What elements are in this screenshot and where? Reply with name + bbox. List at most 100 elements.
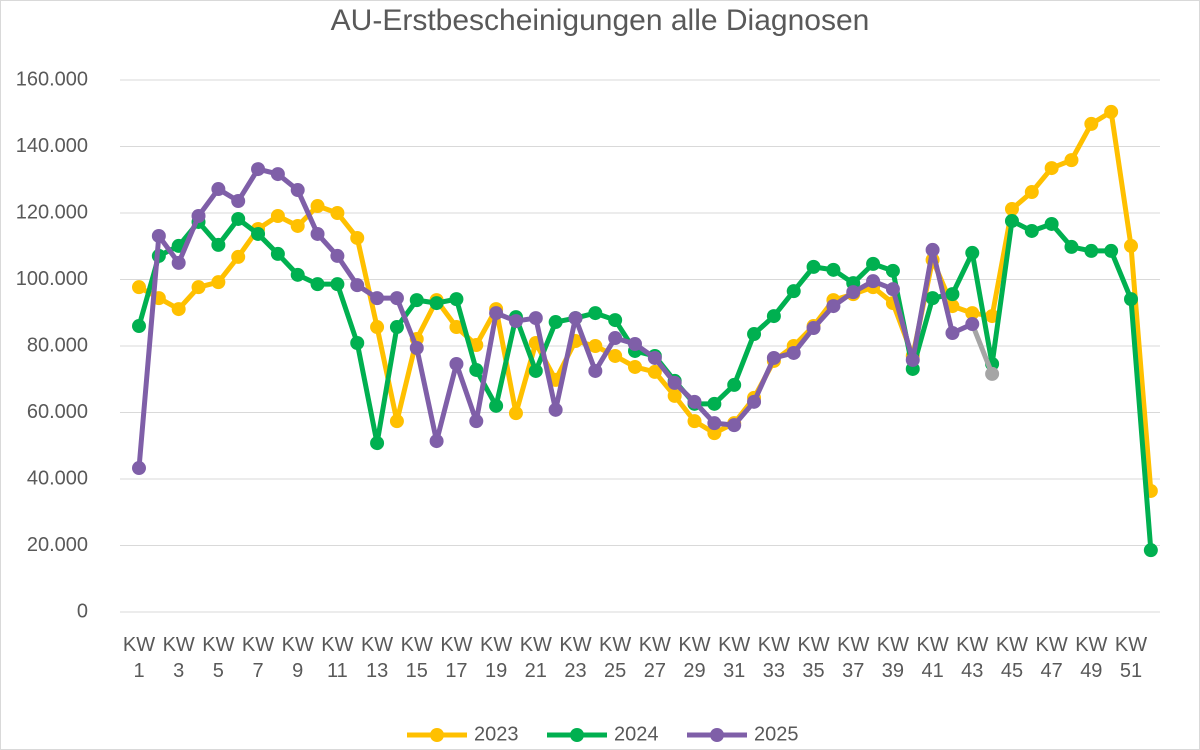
point <box>409 293 424 308</box>
x-tick-label: KW 5 <box>202 634 235 682</box>
point <box>647 350 662 365</box>
point <box>806 259 821 274</box>
point <box>489 398 504 413</box>
x-tick-label: KW 15 <box>400 634 433 682</box>
point <box>687 394 702 409</box>
x-tick-label: KW 33 <box>757 634 790 682</box>
point <box>1024 223 1039 238</box>
point <box>826 299 841 314</box>
point <box>1024 185 1039 200</box>
point <box>469 362 484 377</box>
x-tick-label: KW 47 <box>1035 634 1068 682</box>
point <box>290 183 305 198</box>
point <box>628 337 642 352</box>
point <box>151 228 166 243</box>
point <box>231 194 246 209</box>
point <box>786 345 801 360</box>
point <box>687 414 702 429</box>
point <box>925 242 940 257</box>
x-tick-label: KW 19 <box>480 634 513 682</box>
point <box>370 291 385 306</box>
point <box>1124 292 1138 307</box>
point <box>270 208 285 223</box>
point <box>370 436 385 451</box>
point <box>191 280 206 295</box>
point <box>588 363 603 378</box>
point <box>965 306 980 321</box>
x-tick-label: KW 25 <box>599 634 632 682</box>
point <box>786 284 801 299</box>
point <box>231 249 246 264</box>
point <box>469 414 484 429</box>
point <box>667 375 682 390</box>
point <box>707 426 722 441</box>
point <box>925 291 940 306</box>
point <box>211 182 226 197</box>
point <box>211 237 226 252</box>
point <box>727 418 742 433</box>
y-tick-label: 120.000 <box>16 201 88 223</box>
legend-label: 2024 <box>614 723 659 745</box>
x-tick-label: KW 7 <box>241 634 275 682</box>
point <box>985 366 1000 381</box>
point <box>1064 239 1079 254</box>
point <box>608 331 623 346</box>
x-tick-label: KW 35 <box>797 634 830 682</box>
point <box>211 275 226 290</box>
point <box>290 218 305 233</box>
point <box>628 359 642 374</box>
point <box>171 255 186 270</box>
x-tick-label: KW 17 <box>440 634 473 682</box>
point <box>727 377 742 392</box>
point <box>429 434 444 449</box>
point <box>389 414 404 429</box>
point <box>985 309 1000 324</box>
point <box>310 277 325 292</box>
x-tick-label: KW 27 <box>638 634 671 682</box>
point <box>489 306 504 321</box>
x-tick-label: KW 29 <box>678 634 711 682</box>
point <box>330 277 345 292</box>
point <box>826 262 841 277</box>
point <box>231 211 246 226</box>
point <box>171 302 186 317</box>
point <box>191 208 206 223</box>
point <box>965 245 980 260</box>
point <box>647 364 662 379</box>
point <box>429 296 444 311</box>
x-tick-label: KW 11 <box>321 634 354 682</box>
y-tick-label: 60.000 <box>27 401 88 423</box>
point <box>1104 243 1119 258</box>
point <box>1104 104 1119 119</box>
point <box>1124 238 1138 253</box>
point <box>667 388 682 403</box>
point <box>370 320 385 335</box>
legend-label: 2025 <box>754 723 799 745</box>
x-tick-label: KW 37 <box>837 634 870 682</box>
point <box>1143 543 1158 558</box>
point <box>310 199 325 214</box>
legend-marker <box>430 728 444 742</box>
point <box>885 263 900 278</box>
y-tick-label: 0 <box>77 600 88 622</box>
point <box>449 356 464 371</box>
point <box>132 319 146 334</box>
point <box>568 311 583 326</box>
point <box>449 320 464 335</box>
y-tick-label: 100.000 <box>16 268 88 290</box>
point <box>747 394 762 409</box>
point <box>508 406 523 421</box>
chart-title: AU-Erstbescheinigungen alle Diagnosen <box>331 4 870 37</box>
y-tick-label: 20.000 <box>27 534 88 556</box>
point <box>766 350 781 365</box>
point <box>1004 213 1019 228</box>
point <box>350 278 365 293</box>
point <box>330 248 345 263</box>
point <box>1044 216 1059 231</box>
point <box>330 206 345 220</box>
point <box>270 246 285 261</box>
point <box>449 292 464 307</box>
legend-label: 2023 <box>474 723 519 745</box>
point <box>350 230 365 245</box>
